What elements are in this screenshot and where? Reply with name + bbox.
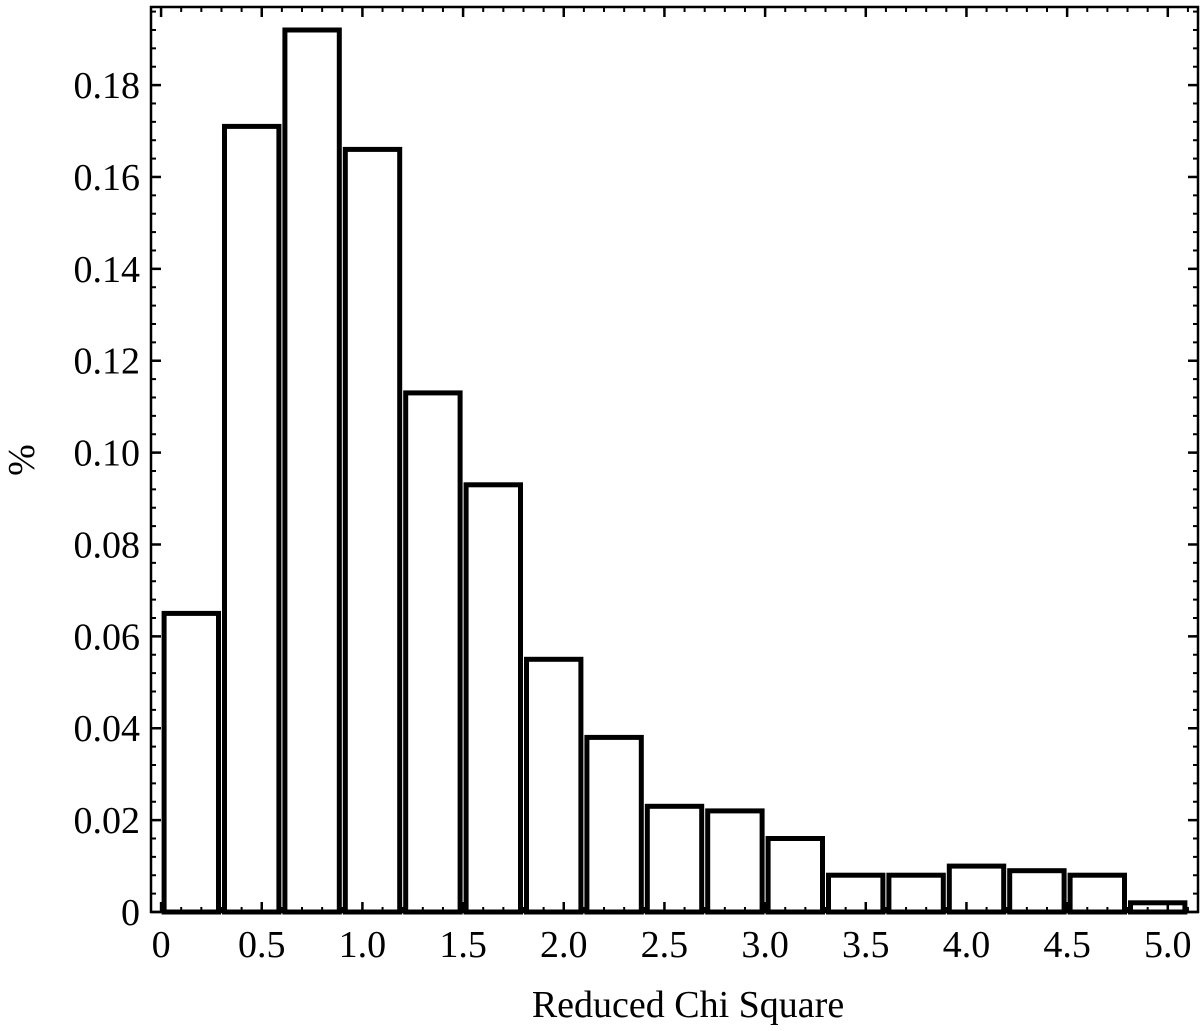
plot-frame xyxy=(149,5,1200,914)
bar-2 xyxy=(282,27,342,915)
x-tick-label: 2.5 xyxy=(641,924,689,966)
y-tick-labels: 0 0.02 0.04 0.06 0.08 0.10 0.12 0.14 0.16 0.18 xyxy=(74,65,141,934)
x-tick-labels: 0 0.5 1.0 1.5 2.0 2.5 3.0 3.5 4.0 4.5 5.0 xyxy=(152,924,1192,966)
bar-12 xyxy=(886,872,946,915)
y-tick-label: 0.06 xyxy=(74,616,141,658)
x-tick-label: 3.0 xyxy=(741,924,789,966)
y-tick-label: 0.14 xyxy=(74,249,141,291)
x-tick-label: 4.5 xyxy=(1043,924,1091,966)
bar-1 xyxy=(222,123,282,915)
x-axis-title: Reduced Chi Square xyxy=(532,984,844,1026)
x-tick-label: 1.0 xyxy=(339,924,387,966)
bar-7 xyxy=(584,734,644,915)
x-tick-label: 2.0 xyxy=(540,924,588,966)
y-tick-label: 0.12 xyxy=(74,341,141,383)
bar-5 xyxy=(463,482,524,915)
bar-6 xyxy=(524,656,584,915)
x-tick-label: 0 xyxy=(152,924,171,966)
y-axis-title: % xyxy=(1,444,43,476)
x-tick-label: 4.0 xyxy=(943,924,991,966)
bar-16 xyxy=(1128,900,1188,915)
y-tick-label: 0.10 xyxy=(74,433,141,475)
x-tick-label: 3.5 xyxy=(842,924,890,966)
bar-15 xyxy=(1067,872,1127,915)
bars-group xyxy=(161,27,1188,915)
y-tick-label: 0.02 xyxy=(74,800,141,842)
y-tick-label: 0.08 xyxy=(74,524,141,566)
bar-11 xyxy=(826,872,886,915)
bar-10 xyxy=(765,836,825,915)
x-tick-label: 0.5 xyxy=(238,924,286,966)
bar-9 xyxy=(705,808,765,915)
bar-14 xyxy=(1007,868,1067,915)
bar-0 xyxy=(161,610,222,915)
x-tick-label: 5.0 xyxy=(1144,924,1192,966)
x-tick-label: 1.5 xyxy=(439,924,487,966)
y-tick-label: 0.18 xyxy=(74,65,141,107)
y-tick-label: 0.16 xyxy=(74,157,141,199)
bar-13 xyxy=(946,863,1007,915)
y-tick-label: 0 xyxy=(121,892,140,934)
bar-3 xyxy=(342,146,403,915)
bar-4 xyxy=(403,390,463,915)
y-tick-label: 0.04 xyxy=(74,708,141,750)
bar-8 xyxy=(644,803,705,915)
